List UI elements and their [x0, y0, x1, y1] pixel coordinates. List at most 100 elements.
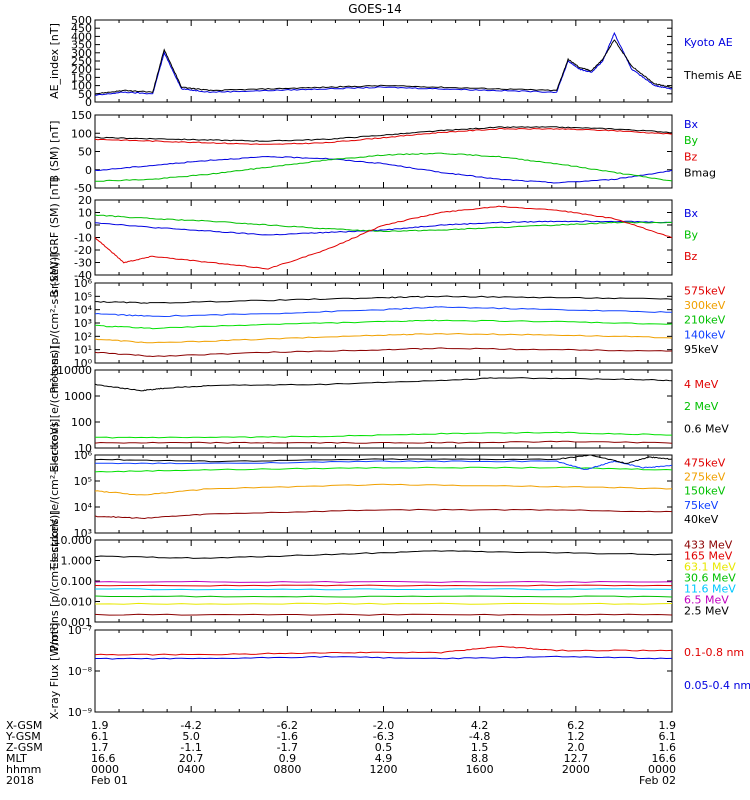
y-tick-label: -50 [74, 182, 92, 195]
x-axis-value: 5.0 [182, 730, 200, 743]
x-axis-value: 1.2 [567, 730, 585, 743]
y-tick-label: 100 [71, 80, 92, 93]
y-tick-label: 0 [85, 96, 92, 109]
y-tick-label: 150 [71, 71, 92, 84]
legend-entry: By [684, 229, 699, 242]
y-tick-label: 250 [71, 55, 92, 68]
series-line-bx [94, 155, 673, 184]
y-tick-label: 10⁶ [74, 277, 93, 290]
x-axis-value: 4.2 [471, 719, 489, 732]
series-line-themis-ae [94, 39, 673, 95]
y-tick-label: 10000 [57, 364, 92, 377]
x-axis-value: 1600 [466, 763, 494, 776]
legend-entry: Themis AE [683, 69, 742, 82]
y-axis-label: Electrons [e/(cm²-s-sr-keV)] [48, 419, 61, 570]
x-axis-value: -2.0 [373, 719, 394, 732]
panel-6: 10³ 10⁴ 10⁵ 10⁶ Electrons [e/(cm²-s-sr-keV)]… [48, 419, 726, 570]
legend-entry: 30.6 MeV [684, 572, 736, 585]
x-axis-table: X-GSMY-GSMZ-GSMMLThhmm20181.96.11.716.60… [5, 719, 676, 787]
legend-entry: 210keV [684, 314, 726, 327]
series-line-11-6-mev [95, 588, 673, 591]
y-tick-label: 10³ [74, 527, 92, 540]
x-axis-value: 1.9 [659, 719, 677, 732]
legend-entry: 11.6 MeV [684, 582, 736, 595]
legend-entry: 75keV [684, 499, 719, 512]
x-axis-value: 6.2 [567, 719, 585, 732]
series-line-30-6-mev [94, 595, 673, 598]
panel-frame [94, 282, 673, 364]
series-line-bz [94, 127, 673, 145]
x-axis-value: 1.7 [91, 741, 109, 754]
series-line-165-mev [94, 584, 673, 587]
x-axis-value: 0.9 [279, 752, 297, 765]
x-axis-value: -1.7 [277, 741, 298, 754]
x-axis-row-label: X-GSM [6, 719, 42, 732]
x-axis-row-label: hhmm [6, 763, 41, 776]
legend-entry: Bz [684, 250, 698, 263]
series-line-95kev [95, 295, 673, 304]
x-axis-value: 8.8 [471, 752, 489, 765]
x-axis-value: -1.1 [180, 741, 201, 754]
panel-frame [94, 629, 673, 713]
series-line-300kev [94, 332, 673, 344]
series-line-2-mev [95, 431, 672, 439]
y-tick-label: 10 [78, 442, 92, 455]
series-line-40kev [94, 454, 673, 464]
legend-entry: 0.6 MeV [684, 422, 729, 435]
x-axis-row-label: Z-GSM [6, 741, 43, 754]
x-axis-row-label: Y-GSM [5, 730, 41, 743]
y-axis-label: Electrons [e/(cm²-s-sr)] [48, 345, 61, 472]
x-axis-value: 1.6 [659, 741, 677, 754]
legend-entry: 0.05-0.4 nm [684, 679, 750, 692]
legend-entry: 275keV [684, 471, 726, 484]
x-axis-value: 0.5 [375, 741, 393, 754]
x-axis-value: Feb 02 [639, 774, 676, 787]
x-axis-value: -1.6 [277, 730, 298, 743]
x-axis-value: 12.7 [564, 752, 589, 765]
legend-entry: 475keV [684, 456, 726, 469]
y-tick-label: 10³ [74, 317, 92, 330]
x-axis-value: 2.0 [567, 741, 585, 754]
panel-8: 10⁻⁹ 10⁻⁸ 10⁻⁷ X-ray Flux [W/m²] 0.1-0.8 nm 0… [48, 623, 750, 720]
y-tick-label: 100 [71, 127, 92, 140]
legend-entry: 2 MeV [684, 400, 719, 413]
legend-entry: 63.1 MeV [684, 561, 736, 574]
y-tick-label: 0.010 [61, 596, 93, 609]
x-axis-value: 0800 [273, 763, 301, 776]
y-tick-label: 0 [85, 164, 92, 177]
y-tick-label: -30 [74, 257, 92, 270]
series-line-6-5-mev [94, 580, 673, 583]
legend-entry: Bz [684, 150, 698, 163]
x-axis-value: -4.8 [469, 730, 490, 743]
legend-entry: By [684, 134, 699, 147]
x-axis-value: 20.7 [179, 752, 204, 765]
series-line-140kev [94, 306, 673, 318]
y-axis-label: Protons [p/(cm²-s-sr-keV)] [48, 252, 61, 393]
y-axis-label: AE_index [nT] [48, 23, 61, 99]
x-axis-value: Feb 01 [91, 774, 128, 787]
y-tick-label: 10⁻⁹ [68, 706, 92, 719]
series-line-475kev [94, 508, 673, 520]
x-axis-value: 6.1 [91, 730, 109, 743]
y-tick-label: 10⁴ [74, 304, 93, 317]
y-tick-label: 10.000 [54, 534, 93, 547]
series-line-63-1-mev [94, 602, 673, 605]
legend-entry: 150keV [684, 485, 726, 498]
y-tick-label: 300 [71, 47, 92, 60]
series-line-kyoto-ae [94, 31, 673, 96]
x-axis-value: 4.9 [375, 752, 393, 765]
legend-entry: 0.1-0.8 nm [684, 646, 744, 659]
panel-frame [94, 199, 673, 276]
series-line-75kev [94, 460, 673, 471]
series-line-0-6-mev [94, 377, 673, 392]
series-line-0-1-0-8-nm [94, 645, 673, 656]
y-axis-label: B (SM) [nT] [48, 121, 61, 183]
legend-entry: 575keV [684, 285, 726, 298]
y-tick-label: 0.001 [61, 616, 93, 629]
legend-entry: 6.5 MeV [684, 593, 729, 606]
series-line-0-05-0-4-nm [95, 655, 673, 660]
x-axis-row-label: MLT [6, 752, 27, 765]
y-tick-label: 10² [74, 330, 92, 343]
